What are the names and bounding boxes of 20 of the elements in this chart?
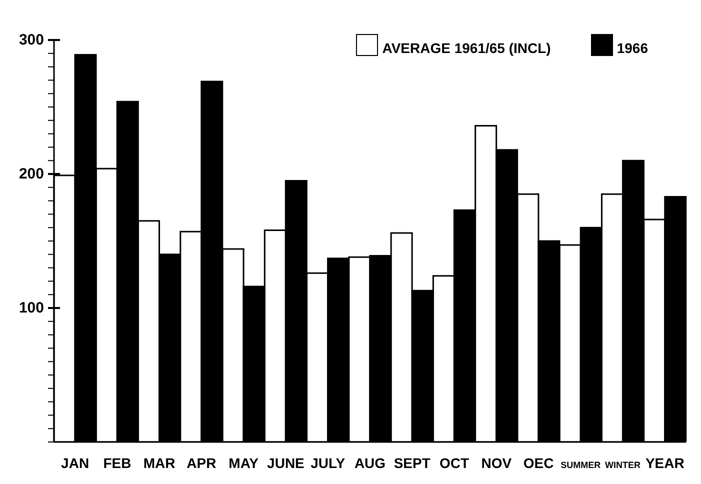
x-tick-label: AUG: [354, 455, 386, 471]
x-tick-label: NOV: [481, 455, 512, 471]
x-tick-label: SUMMER: [560, 460, 602, 470]
y-tick-label: 300: [18, 32, 44, 48]
x-tick-label: YEAR: [645, 455, 684, 471]
legend-label: 1966: [616, 40, 648, 56]
x-tick-label: JAN: [61, 455, 90, 471]
x-tick-label: OCT: [439, 455, 470, 471]
x-tick-label: MAR: [143, 455, 176, 471]
x-tick-label: FEB: [103, 455, 132, 471]
x-tick-label: WINTER: [605, 460, 642, 470]
x-tick-label: JULY: [310, 455, 346, 471]
x-tick-label: JUNE: [267, 455, 304, 471]
x-tick-label: SEPT: [394, 455, 431, 471]
x-tick-label: MAY: [228, 455, 260, 471]
x-tick-label: APR: [186, 455, 216, 471]
legend-label: AVERAGE 1961/65 (INCL): [382, 40, 551, 56]
y-tick-label: 100: [18, 300, 44, 316]
y-tick-label: 200: [18, 166, 44, 182]
x-tick-label: OEC: [523, 455, 554, 471]
